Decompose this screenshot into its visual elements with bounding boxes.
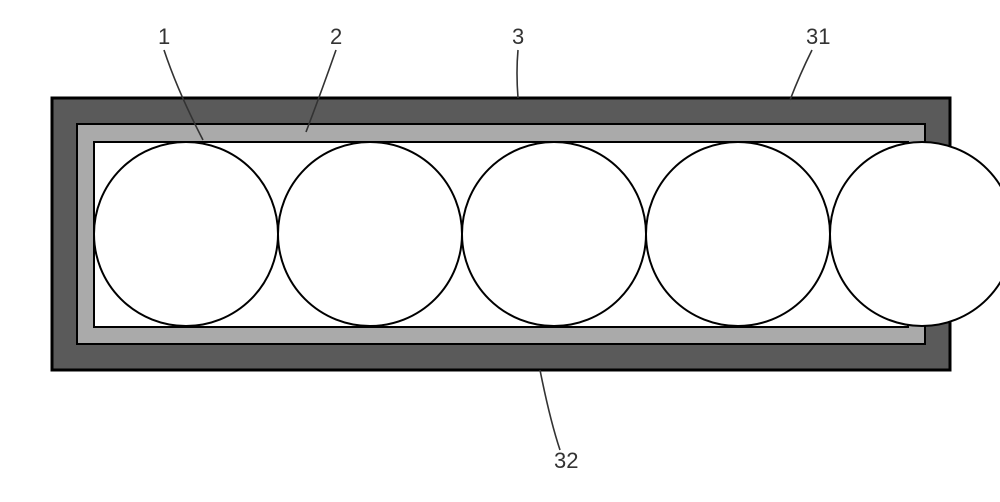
label-1: 1	[158, 24, 170, 49]
label-2: 2	[330, 24, 342, 49]
cross-section-diagram: 1 2 3 31 32	[0, 0, 1000, 502]
label-32: 32	[554, 448, 578, 473]
label-3: 3	[512, 24, 524, 49]
label-31: 31	[806, 24, 830, 49]
